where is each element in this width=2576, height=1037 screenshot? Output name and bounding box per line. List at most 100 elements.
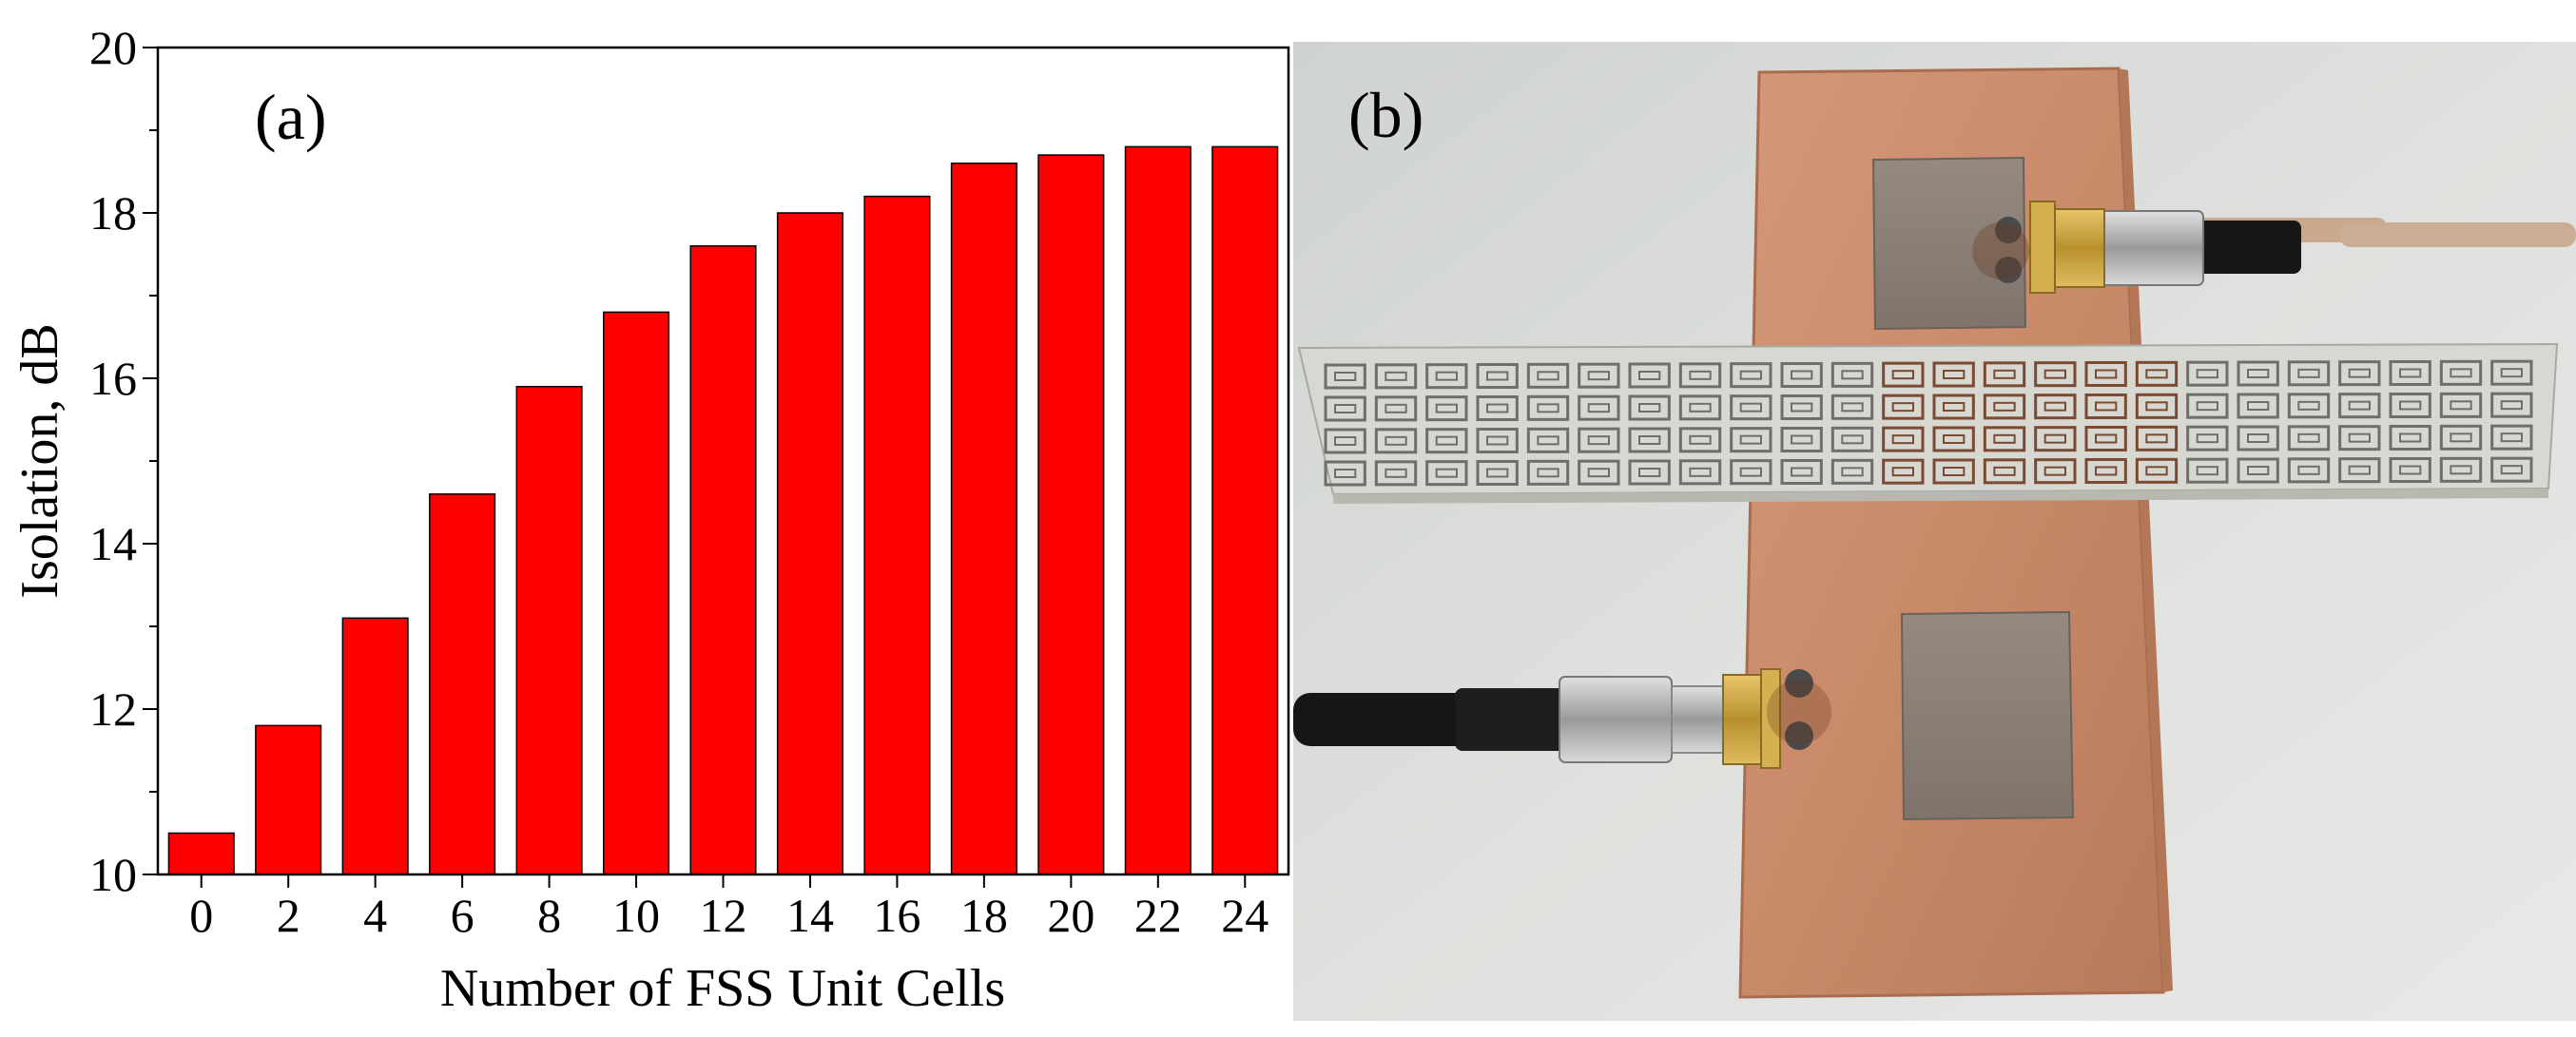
bar-20 [1037,154,1105,875]
fss-cell [1983,426,2026,452]
x-tick-label-12: 12 [700,889,747,942]
fss-cell [1476,363,1519,389]
fss-cell [2135,457,2179,484]
fss-cell [1730,459,1772,486]
fss-cell-inner-slot [1587,371,1610,381]
bar-8 [515,385,583,875]
x-tick-label-18: 18 [960,889,1008,942]
fss-cell-inner-slot [1334,404,1357,413]
fss-cell-inner-slot [2145,433,2168,444]
fss-cell-inner-slot [1841,370,1864,380]
fss-cell-inner-slot [2196,466,2219,476]
fss-cell [1780,459,1823,485]
fss-cell [2034,394,2077,420]
fss-cell-inner-slot [2450,432,2472,443]
fss-cell-inner-slot [2043,369,2067,379]
y-tick-label-16: 16 [89,352,137,405]
fss-cell [2490,456,2533,483]
bar-2 [255,724,322,875]
lower-metal-block [1900,610,2075,821]
fss-cell-inner-slot [1486,371,1509,381]
bar-4 [341,617,409,875]
fss-cell [1476,428,1519,453]
fss-cell [1730,362,1772,389]
fss-cell-inner-slot [2450,368,2472,378]
fss-cell [1425,363,1468,390]
x-tick-label-14: 14 [786,889,834,942]
fss-cell-inner-slot [2348,400,2371,411]
fss-cell [1678,394,1722,421]
fss-cell-inner-slot [1689,467,1712,477]
fss-cell [2338,393,2381,419]
fss-cell-inner-slot [2095,401,2118,412]
y-axis-label: Isolation, dB [10,323,69,598]
fss-cell [1324,428,1366,454]
fss-cell-inner-slot [2348,465,2371,475]
fss-cell-inner-slot [1993,369,2016,379]
bar-0 [167,832,235,875]
fss-cell-inner-slot [2043,401,2067,412]
fss-cell-inner-slot [2399,400,2422,411]
fss-cell [1526,427,1570,453]
fss-cell-inner-slot [1891,434,1915,445]
fss-cell [1324,363,1366,390]
fss-cell [1882,458,1925,485]
y-tick-label-14: 14 [89,517,137,570]
x-tick-label-8: 8 [537,889,561,942]
fss-cell [1780,394,1823,420]
bar-18 [950,163,1017,875]
fss-cell-inner-slot [1891,402,1915,413]
fss-cell [2490,392,2533,418]
fss-cell-inner-slot [1791,434,1813,445]
fss-cell [1628,459,1671,486]
fss-cell [1324,395,1366,422]
panel-label-b: (b) [1348,79,1424,151]
bar-14 [776,212,844,875]
fss-cell-inner-slot [1385,371,1407,381]
fss-cell-inner-slot [1841,434,1864,445]
x-tick-label-10: 10 [612,889,660,942]
fss-cell-inner-slot [1739,402,1762,413]
fss-photo: (b) [1293,42,2576,1021]
bar-6 [429,493,496,875]
fss-cell-inner-slot [1993,401,2016,412]
fss-cell [1324,460,1366,487]
fss-cell [1526,394,1570,421]
fss-cell [2186,425,2229,451]
fss-cell-inner-slot [1638,435,1661,445]
fss-cell [2135,393,2179,419]
fss-cell-inner-slot [2450,400,2472,411]
fss-cell [1678,362,1722,389]
fss-cell [1932,426,1975,452]
fss-cell [1882,394,1925,420]
fss-cell [1425,395,1468,422]
fss-cell [2186,393,2229,419]
upper-connector [1972,201,2576,294]
fss-cell [1425,460,1468,487]
x-tick-label-16: 16 [873,889,920,942]
fss-cell [2034,361,2077,388]
fss-cell-inner-slot [2196,433,2219,444]
fss-cell-inner-slot [2348,368,2371,378]
fss-cell-inner-slot [1841,402,1864,413]
fss-cell-inner-slot [1891,370,1915,380]
fss-cell [2237,425,2279,451]
fss-cell [1830,426,1874,452]
x-tick-label-0: 0 [189,889,213,942]
fss-cell [1932,458,1975,485]
fss-cell [2287,425,2331,451]
fss-cell-inner-slot [1891,467,1915,477]
fss-cell [2237,393,2279,419]
bar-22 [1124,145,1191,875]
fss-cell [1678,459,1722,486]
fss-cell [2389,393,2431,418]
fss-substrate-edge [1333,489,2548,504]
fss-cell [2237,457,2279,484]
fss-cell-inner-slot [2297,368,2320,378]
fss-cell [1830,394,1874,420]
fss-cell [2439,424,2483,451]
fss-cell [2389,360,2431,386]
fss-cell-inner-slot [1334,469,1357,478]
